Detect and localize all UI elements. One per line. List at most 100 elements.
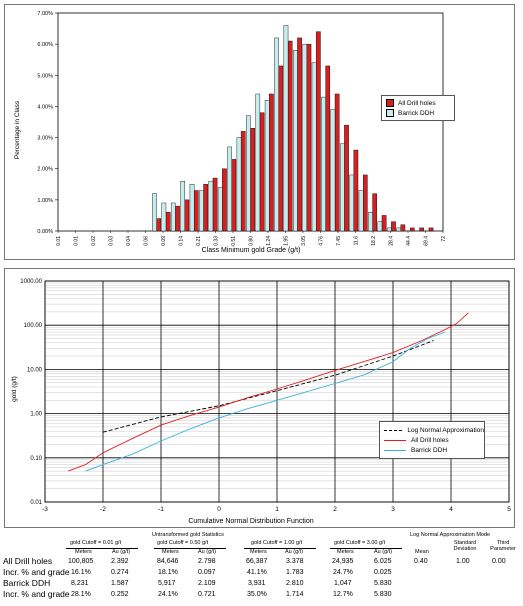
table-cell: 24,935 xyxy=(332,558,354,565)
bar-all xyxy=(391,221,396,232)
bar-barrick xyxy=(255,93,261,232)
cutoff-header: gold Cutoff = 0.01 g/t xyxy=(70,540,122,546)
x-tick-label: 4.76 xyxy=(319,236,325,246)
lognormal-title: Log Normal Approximation Mode xyxy=(410,532,491,538)
table-cell: 1.714 xyxy=(286,591,304,598)
bar-all xyxy=(362,174,368,232)
bar-all xyxy=(400,224,406,232)
x-tick-label: 0.03 xyxy=(109,236,115,246)
bar-all xyxy=(175,205,180,232)
x-tick-label: 0.33 xyxy=(214,236,220,246)
bar-barrick xyxy=(189,184,195,232)
series-line-barrick xyxy=(85,331,446,472)
legend-item-barrick: Barrick DDH xyxy=(382,108,454,118)
line-barrick xyxy=(384,449,406,451)
table-cell: 84,646 xyxy=(157,558,179,565)
bar-all xyxy=(409,227,415,232)
x-tick-label: 1.24 xyxy=(266,236,272,246)
bar-all xyxy=(287,40,293,232)
y-tick-label: 1.00% xyxy=(37,198,53,204)
row-label: Incr. % and grade xyxy=(3,567,70,577)
cutoff-underline xyxy=(66,548,138,549)
y-tick-label: 0.10 xyxy=(30,456,42,462)
x-tick-label: 0.02 xyxy=(91,236,97,246)
sub-header: Au (g/t) xyxy=(112,549,131,555)
bar-all xyxy=(240,131,246,232)
x-tick-label: 0.09 xyxy=(161,236,167,246)
table-cell: 5,917 xyxy=(158,580,176,587)
y-tick-label: 6.00% xyxy=(37,42,53,48)
legend-label: Barrick DDH xyxy=(411,446,448,454)
table-cell: 41.1% xyxy=(247,569,267,576)
bar-barrick xyxy=(199,190,204,232)
bar-all xyxy=(250,128,255,232)
cutoff-header: gold Cutoff = 0.50 g/t xyxy=(157,540,209,546)
sub-header: Meters xyxy=(162,549,179,555)
table-cell: 16.1% xyxy=(71,569,91,576)
row-label: All Drill holes xyxy=(3,556,53,566)
y-tick-label: 1.00 xyxy=(30,412,42,418)
probability-plot: gold (g/t) Cumulative Normal Distributio… xyxy=(11,279,511,525)
prob-xlabel: Cumulative Normal Distribution Function xyxy=(188,518,313,525)
table-cell: 8,231 xyxy=(71,580,89,587)
cutoff-underline xyxy=(244,548,316,549)
bar-barrick xyxy=(152,193,157,232)
legend-label: All Drill holes xyxy=(411,436,449,444)
x-tick-label: 3 xyxy=(391,506,395,513)
x-tick-label: 18.2 xyxy=(371,236,377,246)
table-cell: 0.721 xyxy=(198,591,216,598)
histogram-panel: Percentage in Class Class Minimum gold G… xyxy=(4,4,515,260)
table-cell: 3,931 xyxy=(248,580,266,587)
bar-barrick xyxy=(349,174,354,232)
x-tick-label: 0.80 xyxy=(249,236,255,246)
bar-barrick xyxy=(161,202,167,232)
lognormal-head: Standard Deviation xyxy=(453,540,477,552)
table-cell: 2.798 xyxy=(198,558,216,565)
legend-label: All Drill holes xyxy=(398,99,436,107)
sub-header: Au (g/t) xyxy=(285,549,304,555)
bar-barrick xyxy=(170,202,176,232)
y-tick-label: 1000.00 xyxy=(20,279,42,285)
lognormal-head: Mean xyxy=(415,549,429,555)
bar-all xyxy=(222,168,227,232)
lognormal-head: Third Parameter xyxy=(490,540,516,552)
bar-barrick xyxy=(208,180,214,232)
x-tick-label: 7.45 xyxy=(336,236,342,246)
x-tick-label: -1 xyxy=(158,506,164,513)
table-cell: 28.1% xyxy=(71,591,91,598)
table-cell: 5.830 xyxy=(374,591,392,598)
y-tick-label: 10.00 xyxy=(27,367,43,373)
bar-all xyxy=(325,65,331,232)
bar-barrick xyxy=(236,137,242,232)
bar-barrick xyxy=(368,212,373,232)
bar-barrick xyxy=(180,180,185,232)
cutoff-header: gold Cutoff = 1.00 g/t xyxy=(251,540,303,546)
series-line-lognormal xyxy=(102,340,434,433)
bar-all xyxy=(278,65,284,232)
table-cell: 1.783 xyxy=(286,569,304,576)
bar-all xyxy=(344,124,349,232)
bar-barrick xyxy=(377,221,383,232)
cutoff-header: gold Cutoff = 3.00 g/t xyxy=(334,540,386,546)
bar-barrick xyxy=(339,143,345,232)
histogram-chart: Percentage in Class Class Minimum gold G… xyxy=(14,11,447,254)
y-tick-label: 100.00 xyxy=(24,323,43,329)
table-cell: 6.025 xyxy=(374,558,392,565)
x-tick-label: 0 xyxy=(217,506,221,513)
bar-all xyxy=(203,184,208,232)
bar-all xyxy=(419,227,424,232)
table-cell: 2.810 xyxy=(286,580,304,587)
x-tick-label: -2 xyxy=(100,506,106,513)
bar-barrick xyxy=(386,227,392,232)
bar-barrick xyxy=(264,99,270,232)
x-tick-label: 4 xyxy=(449,506,453,513)
bar-all xyxy=(212,177,218,232)
x-tick-label: 69.4 xyxy=(424,236,430,246)
bar-all xyxy=(316,31,321,232)
bar-barrick xyxy=(227,146,232,232)
x-tick-label: 72 xyxy=(441,236,447,242)
table-cell: 0.252 xyxy=(111,591,129,598)
legend-item-all: All Drill holes xyxy=(382,98,454,108)
legend-item-lognormal: Log Normal Approximation xyxy=(380,425,484,435)
y-tick-label: 2.00% xyxy=(37,167,53,173)
